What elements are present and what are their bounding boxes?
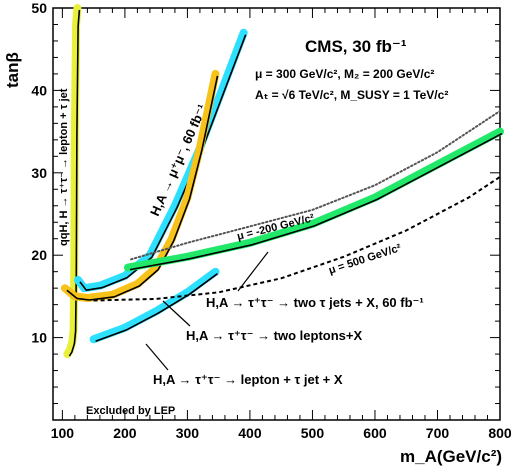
series-mu_500 — [93, 176, 501, 302]
series-band-tautau_lepton_taujet — [89, 267, 220, 344]
series-edge-tautau_two_leptons — [66, 75, 219, 301]
lepton-taujet-label: H,A → τ⁺τ⁻ → lepton + τ jet + X — [153, 372, 343, 387]
plot-frame — [52, 7, 501, 421]
series-layer — [60, 4, 504, 359]
arrow-lepton-taujet — [145, 343, 169, 371]
parameter-line-1: μ = 300 GeV/c², M₂ = 200 GeV/c² — [255, 67, 434, 81]
x-tick-label: 300 — [176, 425, 200, 441]
x-tick-label: 400 — [238, 425, 262, 441]
series-edge-mumu_60 — [79, 34, 247, 291]
arrow-two-leptons — [162, 300, 191, 327]
x-tick-label: 100 — [51, 425, 75, 441]
x-tick-label: 700 — [426, 425, 450, 441]
qqh-label: qqH, H → τ⁺τ⁻ → lepton + τ jet — [58, 88, 70, 246]
x-tick-label: 800 — [488, 425, 512, 441]
two-leptons-label: H,A → τ⁺τ⁻ → two leptons+X — [186, 328, 362, 343]
y-tick-label: 30 — [31, 165, 47, 181]
x-tick-label: 500 — [301, 425, 325, 441]
series-band-tautau_two_leptons — [60, 69, 220, 302]
x-tick-label: 600 — [363, 425, 387, 441]
y-tick-label: 40 — [31, 82, 47, 98]
arrow-two-taujets — [237, 251, 269, 292]
x-axis-title: m_A(GeV/c²) — [400, 447, 502, 466]
series-band-tautau_two_taujets_60 — [124, 127, 504, 272]
series-band-tautau_lepton_jet — [63, 4, 82, 359]
y-tick-label: 20 — [31, 247, 47, 263]
parameter-line-2: Aₜ = √6 TeV/c², M_SUSY = 1 TeV/c² — [255, 88, 448, 102]
y-tick-label: 50 — [31, 0, 47, 16]
x-tick-label: 200 — [113, 425, 137, 441]
series-edge-tautau_two_taujets_60 — [129, 132, 503, 271]
series-mu_minus_200 — [130, 110, 501, 261]
y-tick-label: 10 — [31, 330, 47, 346]
chart-header: CMS, 30 fb⁻¹ — [305, 37, 407, 56]
mu-500-label: μ = 500 GeV/c² — [327, 242, 403, 277]
series-band-mumu_60 — [74, 28, 248, 293]
series-edge-tautau_lepton_taujet — [95, 273, 218, 342]
y-axis-title: tanβ — [3, 52, 22, 88]
two-taujets-label: H,A → τ⁺τ⁻ → two τ jets + X, 60 fb⁻¹ — [206, 295, 424, 310]
lep-exclusion-label: Excluded by LEP — [86, 405, 175, 417]
axis-ticks: 100 200 300 400 500 600 700 800 10 20 30 40 50 — [31, 0, 511, 441]
series-edge-tautau_lepton_jet — [68, 9, 81, 357]
